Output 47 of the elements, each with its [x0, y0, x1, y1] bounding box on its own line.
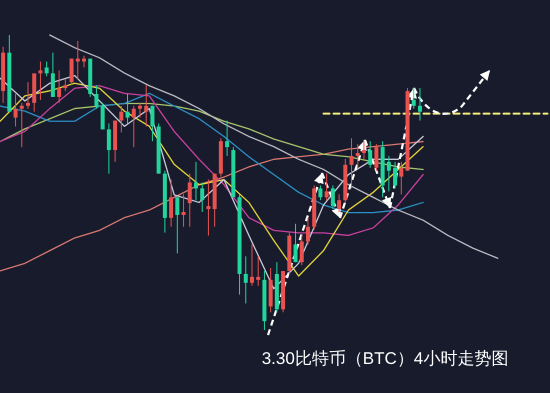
candlestick [150, 105, 154, 142]
title: 3.30比特币（BTC）4小时走势图 [262, 349, 508, 368]
candlestick [175, 196, 180, 254]
candlestick [330, 184, 335, 210]
candlestick [399, 161, 404, 195]
candlestick [350, 138, 354, 189]
candlestick [324, 173, 329, 201]
candlestick [194, 161, 198, 201]
candlestick [94, 84, 98, 110]
candlestick [119, 105, 124, 133]
candlestick [138, 102, 142, 118]
candlestick [63, 78, 68, 92]
candlestick [300, 235, 304, 266]
candlestick [76, 40, 80, 80]
candlestick [294, 223, 298, 263]
candlestick [38, 61, 42, 100]
candlestick [250, 244, 254, 286]
candlestick [50, 52, 55, 98]
candlestick [362, 140, 366, 160]
candlestick [306, 217, 310, 245]
candlestick [337, 194, 342, 212]
candlestick [132, 105, 136, 148]
candlestick [200, 182, 204, 212]
candlestick [169, 179, 174, 228]
candlestick [412, 88, 416, 110]
candlestick [356, 144, 360, 168]
candlestick [393, 161, 398, 189]
candlestick [244, 256, 248, 304]
candlestick [126, 94, 130, 124]
candlestick [256, 256, 260, 286]
candlestick [26, 82, 30, 110]
candlestick [188, 173, 192, 228]
candlestick [14, 94, 18, 127]
candlestick [206, 179, 210, 236]
candlestick [374, 144, 378, 172]
candlestick [386, 155, 391, 192]
candlestick [20, 102, 24, 148]
candlestick [182, 194, 186, 228]
candlestick [106, 123, 111, 174]
candlestick [82, 55, 86, 68]
candlestick [44, 61, 49, 77]
candlestick [368, 140, 372, 168]
candlestick [144, 84, 148, 127]
candlestick [225, 120, 230, 156]
candlestick [418, 88, 422, 122]
candlestick [57, 70, 62, 104]
candlestick [318, 184, 322, 201]
